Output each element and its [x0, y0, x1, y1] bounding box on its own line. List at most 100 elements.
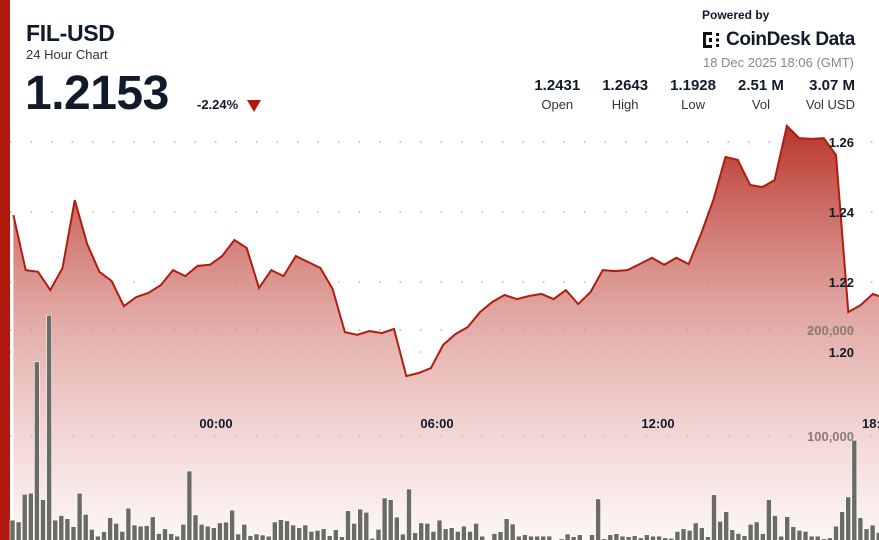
- volume-bar: [381, 497, 388, 540]
- volume-bar: [119, 531, 126, 540]
- volume-bar: [845, 496, 852, 540]
- volume-bar: [278, 519, 284, 540]
- y-tick-label: 1.24: [829, 205, 855, 220]
- timestamp: 18 Dec 2025 18:06 (GMT): [702, 55, 854, 70]
- volume-bar: [784, 516, 791, 540]
- volume-bar: [290, 524, 296, 540]
- volume-bar: [64, 518, 71, 540]
- volume-bar: [326, 535, 333, 540]
- volume-bar: [21, 493, 28, 540]
- volume-bar: [674, 531, 681, 540]
- volume-bar: [363, 511, 370, 540]
- volume-bar: [625, 536, 632, 540]
- stat-label: High: [611, 97, 639, 112]
- volume-bar: [479, 535, 486, 540]
- volume-bar: [125, 507, 132, 540]
- coindesk-logo-icon: [703, 32, 719, 48]
- volume-bar: [345, 510, 351, 540]
- volume-bar: [808, 535, 815, 540]
- volume-bar: [705, 536, 711, 540]
- volume-bar: [558, 538, 565, 540]
- volume-bar: [375, 528, 382, 540]
- volume-bar: [564, 533, 571, 540]
- volume-bar: [528, 535, 534, 540]
- stats-row: 1.2431 Open 1.2643 High 1.1928 Low 2.51 M Vo…: [512, 77, 855, 112]
- volume-bar: [839, 511, 845, 540]
- stat-vol-usd: 3.07 M Vol USD: [806, 77, 855, 112]
- volume-bar: [759, 533, 766, 540]
- volume-bar: [723, 511, 730, 540]
- volume-bar: [302, 524, 309, 540]
- volume-bar: [400, 533, 406, 540]
- volume-bar: [223, 521, 229, 540]
- volume-bar: [869, 524, 876, 540]
- powered-by-label: Powered by: [702, 8, 770, 22]
- volume-bar: [15, 521, 22, 540]
- volume-bar: [332, 529, 339, 540]
- y-tick-label: 1.26: [829, 135, 854, 150]
- brand-logo: CoinDesk Data: [702, 29, 855, 51]
- volume-bar: [357, 508, 364, 540]
- stat-value: 2.51 M: [738, 77, 784, 94]
- volume-bar: [753, 521, 760, 540]
- volume-bar: [546, 535, 553, 540]
- volume-bar: [863, 528, 870, 540]
- volume-bar: [717, 520, 723, 540]
- volume-bar: [796, 529, 803, 540]
- volume-tick-label: 100,000: [807, 429, 854, 444]
- volume-bar: [308, 531, 315, 540]
- volume-bar: [442, 528, 449, 540]
- stat-value: 3.07 M: [809, 77, 855, 94]
- accent-bar: [0, 0, 10, 540]
- stat-low: 1.1928 Low: [670, 77, 716, 112]
- volume-bar: [851, 439, 858, 540]
- volume-bar: [107, 517, 113, 540]
- price-line: [12, 123, 879, 378]
- volume-bar: [772, 515, 778, 540]
- volume-bar: [589, 534, 595, 540]
- volume-bar: [613, 533, 620, 540]
- volume-bar: [857, 517, 864, 540]
- volume-bar: [430, 531, 437, 540]
- x-tick-label: 12:00: [641, 416, 674, 431]
- y-tick-label: 1.20: [829, 345, 854, 360]
- stat-value: 1.2431: [534, 77, 581, 94]
- volume-bar: [509, 523, 516, 540]
- volume-bar: [424, 522, 431, 540]
- volume-bar: [747, 523, 754, 540]
- volume-bar: [296, 527, 303, 540]
- current-price: 1.2153: [25, 67, 169, 120]
- volume-bar: [46, 314, 52, 540]
- volume-bar: [284, 520, 290, 540]
- volume-bar: [253, 533, 260, 540]
- volume-bar: [52, 519, 59, 540]
- x-tick-label: 18:00: [862, 416, 879, 431]
- volume-bar: [168, 533, 174, 540]
- volume-bar: [34, 361, 40, 540]
- y-tick-label: 1.22: [829, 275, 854, 290]
- brand-name: CoinDesk Data: [726, 29, 855, 50]
- volume-bar: [314, 529, 321, 540]
- volume-bar: [827, 537, 833, 540]
- volume-bar: [741, 535, 748, 540]
- volume-bar: [339, 536, 345, 540]
- x-tick-label: 06:00: [420, 416, 453, 431]
- volume-bar: [162, 528, 168, 540]
- x-tick-label: 00:00: [199, 416, 232, 431]
- volume-bar: [229, 509, 235, 540]
- volume-bar: [820, 538, 827, 540]
- volume-bar: [156, 533, 162, 540]
- volume-bar: [729, 529, 736, 540]
- stat-value: 1.2643: [602, 77, 649, 94]
- volume-bar: [259, 534, 266, 540]
- price-area: [13, 125, 879, 540]
- volume-bar: [143, 525, 150, 540]
- volume-bar: [814, 535, 821, 540]
- volume-bar: [607, 534, 614, 540]
- volume-bar: [82, 514, 89, 540]
- volume-bar: [503, 518, 510, 540]
- volume-bar: [540, 535, 547, 540]
- volume-bar: [491, 533, 498, 540]
- volume-bar: [204, 525, 211, 540]
- volume-bar: [198, 523, 205, 540]
